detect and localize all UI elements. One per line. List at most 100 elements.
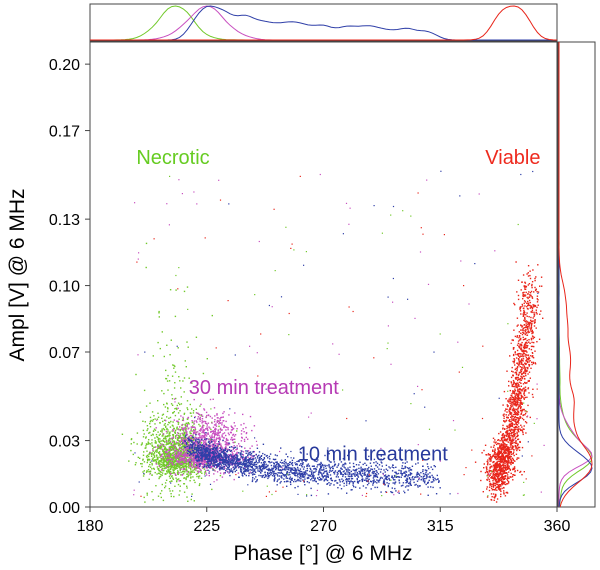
scatter-point <box>366 475 368 477</box>
scatter-point <box>503 460 506 463</box>
scatter-point <box>218 442 221 444</box>
scatter-point <box>520 385 522 387</box>
scatter-point <box>197 418 199 420</box>
scatter-point <box>153 456 156 458</box>
scatter-point <box>221 446 223 448</box>
scatter-point <box>191 465 193 468</box>
scatter-point <box>233 468 235 471</box>
scatter-point <box>178 451 180 453</box>
scatter-point <box>173 444 176 447</box>
scatter-point <box>144 421 146 423</box>
scatter-point <box>335 479 337 482</box>
scatter-point <box>235 449 237 451</box>
scatter-point <box>307 463 310 465</box>
scatter-point <box>235 463 237 466</box>
scatter-point <box>178 478 180 480</box>
scatter-point <box>357 482 359 484</box>
scatter-point <box>170 467 172 470</box>
scatter-point <box>199 460 201 462</box>
scatter-point <box>167 463 169 466</box>
scatter-point <box>209 460 212 462</box>
scatter-point <box>427 486 429 488</box>
scatter-point <box>215 433 217 436</box>
scatter-point <box>315 481 317 483</box>
scatter-point <box>175 437 177 439</box>
scatter-point <box>244 470 247 472</box>
scatter-point <box>327 474 329 476</box>
scatter-point <box>190 449 193 451</box>
scatter-point <box>200 429 202 431</box>
scatter-point <box>215 425 218 427</box>
scatter-point <box>273 465 275 467</box>
scatter-point <box>281 462 283 464</box>
scatter-point <box>171 490 174 492</box>
scatter-point <box>157 472 160 474</box>
scatter-point <box>515 408 517 410</box>
scatter-point <box>181 450 183 452</box>
scatter-point <box>409 469 411 471</box>
scatter-point <box>283 474 286 476</box>
scatter-point <box>190 477 192 479</box>
scatter-point <box>275 461 277 463</box>
scatter-point <box>209 435 211 437</box>
scatter-point <box>313 477 315 479</box>
scatter-point <box>381 462 383 464</box>
scatter-point <box>215 432 217 434</box>
scatter-point <box>300 480 302 482</box>
scatter-point <box>329 478 332 480</box>
scatter-point <box>145 443 148 446</box>
scatter-point <box>178 453 180 456</box>
scatter-point <box>209 415 212 418</box>
scatter-point <box>209 427 211 429</box>
scatter-point <box>227 456 230 458</box>
scatter-point <box>203 468 206 470</box>
scatter-point <box>219 447 222 449</box>
scatter-point <box>219 464 221 466</box>
scatter-point <box>513 360 515 363</box>
scatter-point <box>157 447 159 450</box>
scatter-point <box>142 454 145 456</box>
scatter-point <box>342 471 344 473</box>
scatter-point <box>220 459 222 461</box>
scatter-point <box>430 466 432 468</box>
scatter-point <box>169 460 171 462</box>
scatter-point <box>251 474 254 476</box>
scatter-point <box>188 427 190 429</box>
scatter-point <box>190 461 192 464</box>
scatter-point <box>162 458 165 460</box>
scatter-point <box>193 459 195 461</box>
scatter-point <box>208 472 210 474</box>
scatter-point <box>275 465 277 467</box>
scatter-point <box>305 472 307 474</box>
scatter-point <box>166 472 168 474</box>
scatter-point <box>426 476 428 479</box>
scatter-point <box>218 465 220 467</box>
scatter-point <box>178 418 180 420</box>
scatter-point <box>214 450 216 452</box>
scatter-point <box>263 461 266 463</box>
scatter-point <box>210 456 212 458</box>
scatter-point <box>149 402 151 404</box>
scatter-point <box>280 475 283 477</box>
scatter-point <box>330 482 332 485</box>
scatter-point <box>290 478 293 480</box>
scatter-point <box>225 420 227 423</box>
scatter-point <box>238 465 241 468</box>
scatter-point <box>224 455 227 457</box>
scatter-point <box>156 459 158 461</box>
scatter-point <box>155 460 158 463</box>
scatter-point <box>158 470 160 472</box>
scatter-point <box>253 469 256 472</box>
scatter-point <box>243 438 246 441</box>
scatter-point <box>274 466 277 469</box>
scatter-point <box>194 468 196 470</box>
scatter-point <box>241 472 243 474</box>
scatter-point <box>168 458 170 461</box>
scatter-point <box>221 422 223 424</box>
scatter-point <box>142 475 145 477</box>
scatter-point <box>326 464 328 467</box>
scatter-point <box>169 468 172 470</box>
scatter-point <box>197 460 199 462</box>
scatter-point <box>166 410 169 413</box>
scatter-point <box>291 464 294 467</box>
